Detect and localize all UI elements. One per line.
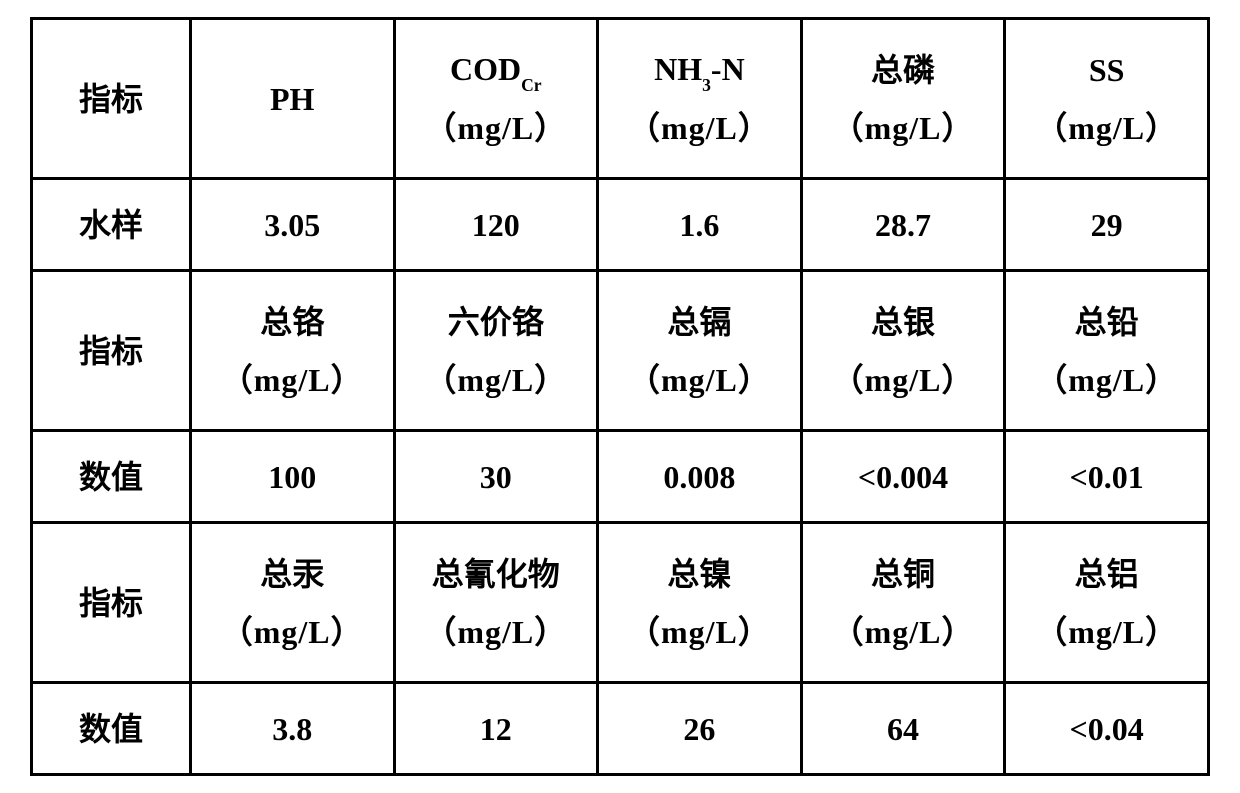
column-header: 总铝 （mg/L） [1005,523,1209,683]
table-row: 指标 总汞 （mg/L） 总氰化物 （mg/L） 总镍 （mg/L） 总铜 （m… [32,523,1209,683]
column-header: 总镉 （mg/L） [598,271,802,431]
table-row: 水样 3.05 120 1.6 28.7 29 [32,179,1209,271]
cell-value: 28.7 [801,179,1005,271]
column-header: NH3-N （mg/L） [598,19,802,179]
table-row: 数值 3.8 12 26 64 <0.04 [32,683,1209,775]
row-label: 指标 [32,523,191,683]
row-label: 指标 [32,271,191,431]
cell-value: 12 [394,683,598,775]
column-header: CODCr （mg/L） [394,19,598,179]
row-label: 数值 [32,431,191,523]
cell-value: <0.04 [1005,683,1209,775]
row-label: 指标 [32,19,191,179]
row-label: 水样 [32,179,191,271]
cell-value: 120 [394,179,598,271]
table-row: 指标 总铬 （mg/L） 六价铬 （mg/L） 总镉 （mg/L） 总银 （mg… [32,271,1209,431]
column-header: SS （mg/L） [1005,19,1209,179]
cell-value: 64 [801,683,1005,775]
cell-value: <0.004 [801,431,1005,523]
cell-value: 1.6 [598,179,802,271]
column-header: 总铅 （mg/L） [1005,271,1209,431]
water-quality-table: 指标 PH CODCr （mg/L） NH3-N （mg/L） 总磷 （mg/L… [30,17,1210,776]
cell-value: 0.008 [598,431,802,523]
column-header: 总铜 （mg/L） [801,523,1005,683]
column-header: 总汞 （mg/L） [190,523,394,683]
cell-value: 30 [394,431,598,523]
column-header: 总磷 （mg/L） [801,19,1005,179]
column-header: 总铬 （mg/L） [190,271,394,431]
table-row: 指标 PH CODCr （mg/L） NH3-N （mg/L） 总磷 （mg/L… [32,19,1209,179]
row-label: 数值 [32,683,191,775]
cell-value: 3.05 [190,179,394,271]
column-header: 总镍 （mg/L） [598,523,802,683]
cell-value: <0.01 [1005,431,1209,523]
column-header: 六价铬 （mg/L） [394,271,598,431]
table-row: 数值 100 30 0.008 <0.004 <0.01 [32,431,1209,523]
cell-value: 29 [1005,179,1209,271]
data-table-container: 指标 PH CODCr （mg/L） NH3-N （mg/L） 总磷 （mg/L… [30,17,1210,776]
column-header: 总氰化物 （mg/L） [394,523,598,683]
column-header: 总银 （mg/L） [801,271,1005,431]
cell-value: 100 [190,431,394,523]
column-header: PH [190,19,394,179]
cell-value: 26 [598,683,802,775]
cell-value: 3.8 [190,683,394,775]
